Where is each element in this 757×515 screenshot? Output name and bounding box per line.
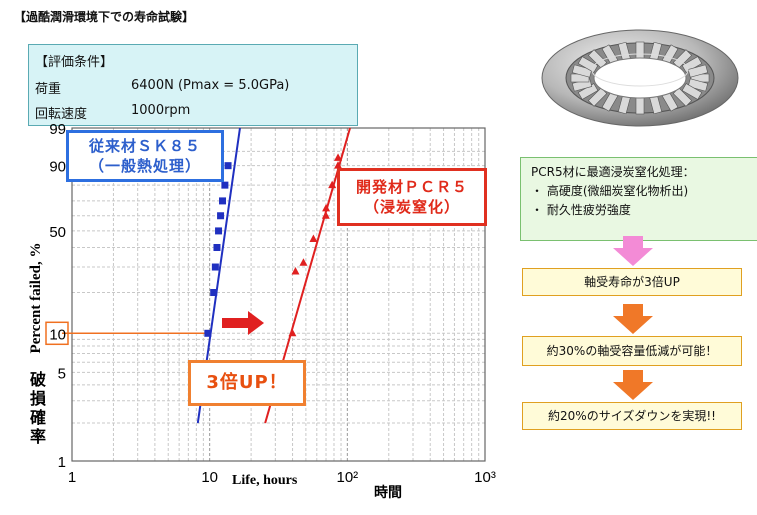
sk85-point [204, 329, 212, 337]
thrust-bearing-image [541, 29, 739, 127]
y-tick-label: 99 [49, 121, 66, 138]
process-item-1: ・ 高硬度(微細炭窒化物析出) [531, 184, 689, 198]
sk85-point [224, 162, 232, 170]
load-value: 6400N (Pmax = 5.0GPa) [131, 78, 290, 93]
sk85-point [219, 197, 227, 205]
speed-value: 1000rpm [131, 103, 191, 118]
down-arrow-pink [613, 236, 653, 266]
plot-frame [71, 127, 486, 462]
bearing-rollers [570, 41, 710, 115]
pcr5-point [299, 258, 308, 266]
roller [635, 41, 645, 61]
roller [577, 56, 599, 73]
y-axis-label-jp-char: 破 [30, 370, 46, 389]
sk85-callout-line1: 従来材ＳＫ８５ [88, 137, 201, 155]
pcr5-point [322, 203, 331, 212]
flow-step-1: 軸受寿命が3倍UP [522, 268, 742, 296]
y-tick-label: 5 [58, 365, 66, 382]
sk85-point [213, 244, 221, 252]
y-axis-label-jp-char: 損 [30, 389, 47, 408]
x-tick-label: 10³ [474, 469, 496, 486]
pcr5-point [291, 266, 300, 275]
y-axis-label-jp-char: 確 [30, 408, 46, 427]
pcr5-point [334, 153, 343, 161]
roller [687, 78, 709, 92]
roller [681, 83, 703, 100]
x-axis-label-jp: 時間 [374, 484, 402, 501]
pcr5-point [334, 161, 343, 169]
tick-labels: 1 5 10 50 90 99 1 10 10² 10³ [49, 121, 496, 486]
speed-label: 回転速度 [35, 107, 88, 122]
flow-step-3: 約20%のサイズダウンを実現!! [522, 402, 742, 430]
sk85-callout-line2: （一般熱処理） [88, 157, 201, 175]
pcr5-callout: 開発材ＰＣＲ５ （浸炭窒化） [337, 168, 487, 226]
y-tick-label: 90 [49, 159, 66, 176]
pcr5-point [328, 180, 337, 189]
evaluation-conditions-box: 【評価条件】 荷重 6400N (Pmax = 5.0GPa) 回転速度 100… [28, 44, 358, 126]
data-points [204, 153, 343, 337]
sk85-point [211, 263, 219, 271]
sk85-point [221, 181, 229, 189]
improvement-arrow [222, 311, 264, 335]
y-axis-label: Percent failed, % [28, 243, 44, 354]
sk85-callout: 従来材ＳＫ８５ （一般熱処理） [66, 130, 224, 182]
sk85-point [217, 212, 225, 220]
y-tick-label: 50 [49, 224, 66, 241]
process-title: PCR5材に最適浸炭窒化処理： [531, 165, 695, 179]
x-tick-label: 1 [68, 469, 76, 486]
roller [571, 64, 593, 78]
page-title: 【過酷潤滑環境下での寿命試験】 [14, 10, 195, 24]
flow-step-2: 約30%の軸受容量低減が可能！ [522, 336, 742, 366]
improvement-callout: 3倍UP！ [188, 360, 306, 406]
x-tick-label: 10² [336, 469, 358, 486]
roller [687, 64, 709, 78]
load-label: 荷重 [35, 82, 62, 97]
x-tick-label: 10 [201, 469, 218, 486]
sk85-point [210, 289, 218, 297]
y-tick-label: 1 [58, 454, 66, 471]
highlight-box-y10 [45, 321, 69, 346]
conditions-heading: 【評価条件】 [35, 55, 114, 70]
x-axis-label: Life, hours [232, 473, 298, 488]
down-arrow-orange-2 [613, 370, 653, 400]
sk85-point [215, 227, 223, 235]
pcr5-point [288, 328, 297, 337]
process-item-2: ・ 耐久性疲労強度 [531, 203, 631, 217]
y-tick-label: 10 [49, 326, 66, 343]
process-box: PCR5材に最適浸炭窒化処理： ・ 高硬度(微細炭窒化物析出) ・ 耐久性疲労強… [520, 157, 757, 241]
roller [635, 95, 645, 115]
pcr5-callout-line2: （浸炭窒化） [363, 198, 460, 216]
pcr5-point [321, 211, 330, 219]
down-arrow-orange-1 [613, 304, 653, 334]
highlight-layer [45, 321, 210, 346]
y-axis-label-jp-char: 率 [30, 427, 46, 446]
pcr5-callout-line1: 開発材ＰＣＲ５ [355, 178, 468, 196]
pcr5-point [309, 234, 318, 242]
